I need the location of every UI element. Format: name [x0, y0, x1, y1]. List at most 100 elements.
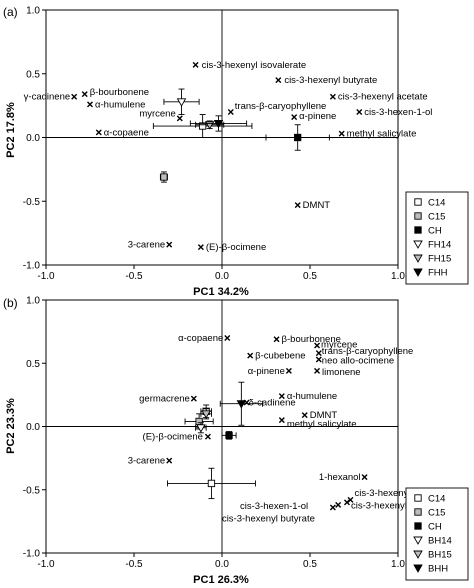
group-point	[152, 114, 253, 138]
legend-entry: BH14	[413, 536, 452, 547]
legend-label: FHH	[428, 268, 448, 279]
loading-label: myrcene	[139, 108, 175, 119]
legend-label: FH15	[428, 254, 451, 265]
loading-point: (E)-β-ocimene	[143, 432, 211, 443]
loading-point: germacrene	[139, 394, 197, 405]
y-tick-label: 0.5	[26, 359, 40, 370]
x-tick-label: -1.0	[37, 271, 55, 282]
loading-marker	[294, 202, 301, 209]
y-tick-label: -0.5	[23, 197, 41, 208]
group-point	[219, 381, 263, 426]
loading-marker	[273, 336, 280, 343]
loading-point: trans-β-caryophyllene	[227, 101, 327, 115]
loading-label: germacrene	[139, 394, 190, 405]
legend-entry: C14	[414, 494, 445, 505]
legend: C14 C15 CH BH14 BH15 BHH	[405, 487, 469, 581]
legend-marker	[413, 268, 423, 277]
x-axis-label: PC1 34.2%	[193, 286, 249, 298]
loading-marker	[81, 91, 88, 98]
loading-point: β-cubebene	[247, 351, 306, 362]
loading-point: 3-carene	[128, 456, 173, 467]
group-marker	[236, 400, 247, 409]
loading-point: myrcene	[139, 108, 183, 122]
group-point	[265, 124, 330, 151]
legend: C14 C15 CH FH14 FH15 FHH	[405, 191, 469, 285]
loading-point: α-humulene	[87, 99, 145, 110]
loading-point: myrcene	[314, 340, 357, 351]
legend-marker	[414, 198, 422, 206]
y-tick-label: 0.0	[26, 422, 40, 433]
loading-marker	[224, 334, 231, 341]
group-marker	[213, 120, 224, 129]
loading-marker	[315, 356, 322, 363]
loading-label: cis-3-hexenyl butyrate	[284, 75, 377, 86]
legend-entry: C14	[414, 198, 445, 209]
loading-label: α-humulene	[287, 391, 337, 402]
loading-point: DMNT	[301, 410, 338, 421]
loading-marker	[71, 93, 78, 100]
loading-marker	[204, 433, 211, 440]
loading-label: DMNT	[303, 200, 331, 211]
x-tick-label: 1.0	[391, 271, 405, 282]
loading-marker	[356, 109, 363, 115]
loading-label: methyl salicylate	[287, 419, 357, 430]
loading-point: cis-3-hexenyl butyrate	[275, 75, 377, 86]
legend-marker	[414, 226, 422, 234]
legend-entry: FH15	[413, 254, 451, 265]
loading-marker	[166, 457, 173, 464]
legend-entry: CH	[414, 522, 442, 533]
loading-label: 3-carene	[128, 456, 166, 467]
loading-label: cis-3-hexenyl isovalerate	[202, 60, 307, 71]
loading-point: neo allo-ocimene	[315, 355, 394, 366]
loading-marker	[335, 501, 342, 508]
group-point	[200, 408, 212, 420]
group-point	[221, 431, 237, 440]
loading-label: α-copaene	[104, 127, 149, 138]
loading-point: β-bourbonene	[81, 87, 149, 98]
legend-marker	[413, 240, 423, 249]
legend-label: FH14	[428, 240, 451, 251]
legend-marker	[413, 254, 423, 263]
x-axis-label: PC1 26.3%	[193, 574, 249, 586]
x-tick-label: 0.5	[303, 559, 317, 570]
loading-marker	[197, 244, 204, 251]
legend-label: BH14	[428, 536, 452, 547]
loading-label: cis-3-hexen-1-ol	[240, 501, 308, 512]
group-point	[195, 422, 207, 434]
group-marker	[176, 98, 187, 107]
legend-marker	[414, 494, 422, 502]
group-marker	[196, 424, 206, 433]
group-marker	[160, 173, 168, 181]
group-marker	[294, 133, 302, 142]
panel-label: (a)	[3, 5, 18, 19]
panel-a: (a) PC1 34.2% PC2 17.8% -1.0 -0.5 0.0 0.5 1.…	[3, 5, 469, 298]
loading-marker	[329, 504, 336, 511]
loading-marker	[314, 367, 321, 374]
loading-label: α-pinene	[248, 366, 285, 377]
loading-label: (E)-β-ocimene	[206, 242, 266, 253]
loading-point: limonene	[314, 367, 361, 378]
loading-marker	[176, 115, 183, 122]
loading-marker	[190, 395, 197, 402]
loading-point: cis-3-hexenyl isovalerate	[192, 60, 307, 71]
loading-point: 3-carene	[128, 240, 173, 251]
loading-marker	[275, 77, 282, 84]
group-marker	[225, 431, 233, 440]
group-point	[166, 467, 256, 500]
x-tick-label: 0.5	[303, 271, 317, 282]
loading-marker	[87, 101, 93, 108]
legend-label: C14	[428, 494, 445, 505]
loading-label: trans-β-caryophyllene	[235, 101, 327, 112]
group-marker	[195, 417, 203, 426]
loading-label: DMNT	[310, 410, 338, 421]
loading-marker	[278, 393, 285, 400]
legend-entry: CH	[414, 226, 442, 237]
legend-marker	[414, 212, 422, 220]
x-tick-label: -0.5	[125, 271, 143, 282]
y-tick-label: -1.0	[23, 549, 41, 560]
loading-marker	[285, 367, 292, 374]
loading-point: γ-cadinene	[24, 92, 78, 103]
x-tick-label: 0.0	[215, 271, 229, 282]
loading-point: 1-hexanol	[319, 472, 368, 483]
